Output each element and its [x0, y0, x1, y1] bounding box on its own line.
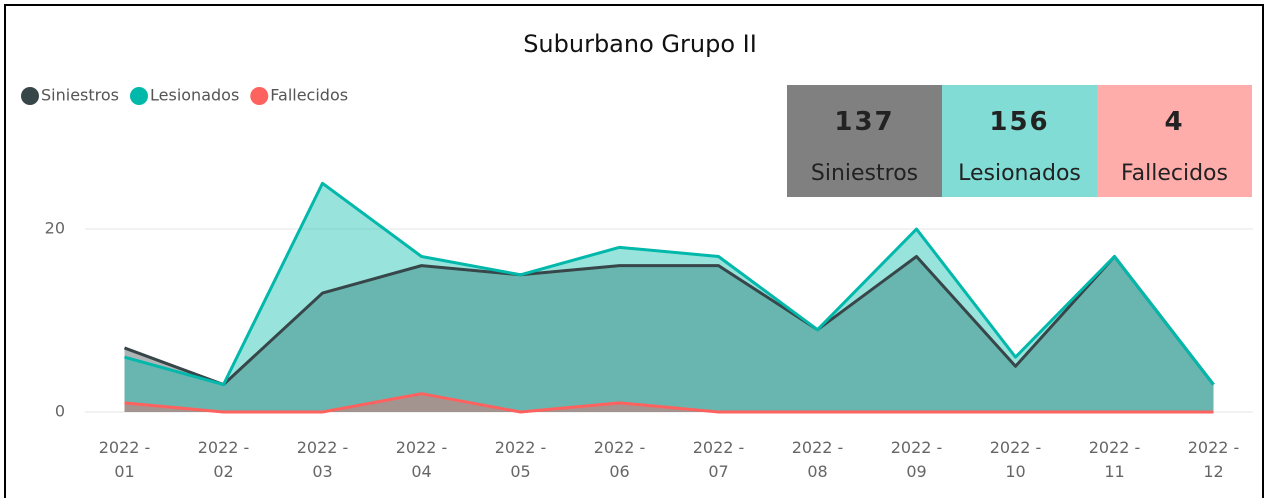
- x-tick-label: 2022 - 01: [98, 438, 151, 481]
- chart-title: Suburbano Grupo II: [523, 30, 757, 58]
- x-tick-label: 2022 - 05: [494, 438, 547, 481]
- legend-marker: [250, 87, 269, 105]
- x-tick-label: 2022 - 11: [1088, 438, 1141, 481]
- y-tick-label: 0: [55, 402, 65, 421]
- y-tick-label: 20: [45, 219, 65, 238]
- line: [124, 181, 1215, 387]
- legend-label: Siniestros: [41, 86, 119, 105]
- x-tick-label: 2022 - 03: [296, 438, 349, 481]
- line: [124, 392, 1214, 414]
- area: [124, 256, 1214, 412]
- x-tick-label: 2022 - 04: [395, 438, 448, 481]
- area: [124, 183, 1214, 412]
- legend-marker: [130, 87, 148, 105]
- legend-marker: [21, 87, 39, 105]
- area: [124, 393, 1214, 412]
- x-tick-label: 2022 - 07: [692, 438, 745, 481]
- kpi-value: 156: [989, 107, 1050, 137]
- kpi-card: 156 Lesionados: [942, 85, 1097, 197]
- legend-label: Lesionados: [150, 86, 239, 105]
- kpi-card: 4 Fallecidos: [1097, 85, 1252, 197]
- line: [123, 254, 1215, 387]
- x-tick-label: 2022 - 08: [791, 438, 844, 481]
- x-tick-label: 2022 - 06: [593, 438, 646, 481]
- x-tick-label: 2022 - 02: [197, 438, 250, 481]
- frame: [4, 4, 1264, 498]
- kpi-label: Lesionados: [958, 161, 1081, 186]
- kpi-card: 137 Siniestros: [787, 85, 942, 197]
- kpi-value: 4: [1164, 107, 1185, 137]
- kpi-label: Siniestros: [810, 161, 919, 186]
- x-tick-label: 2022 - 12: [1187, 438, 1240, 481]
- kpi-label: Fallecidos: [1121, 161, 1228, 186]
- x-tick-label: 2022 - 09: [890, 438, 943, 481]
- legend-label: Fallecidos: [270, 86, 348, 105]
- x-tick-label: 2022 - 10: [989, 438, 1042, 481]
- kpi-value: 137: [834, 107, 895, 137]
